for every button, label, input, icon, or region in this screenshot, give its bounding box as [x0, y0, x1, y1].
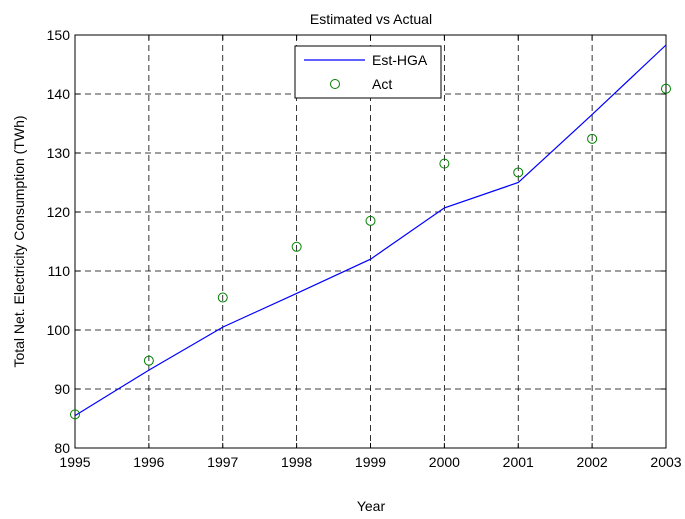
data-point-act	[217, 292, 228, 303]
x-tick-label: 1995	[59, 454, 90, 470]
chart-title: Estimated vs Actual	[310, 11, 432, 27]
y-tick-label: 110	[48, 263, 71, 279]
y-tick-label: 140	[47, 86, 71, 102]
legend-swatch-marker	[330, 79, 340, 89]
data-point-act	[365, 215, 376, 226]
x-axis-label: Year	[357, 498, 386, 514]
legend-label: Est-HGA	[372, 52, 428, 68]
y-axis-label: Total Net. Electricity Consumption (TWh)	[11, 115, 27, 367]
y-tick-label: 120	[47, 204, 71, 220]
y-tick-label: 150	[47, 27, 71, 43]
y-tick-label: 80	[54, 440, 70, 456]
x-tick-label: 2001	[503, 454, 534, 470]
x-tick-label: 2002	[577, 454, 608, 470]
data-point-act	[587, 133, 598, 144]
data-point-act	[439, 158, 450, 169]
x-tick-label: 2003	[650, 454, 681, 470]
legend-label: Act	[372, 76, 392, 92]
x-tick-label: 1997	[207, 454, 238, 470]
data-point-act	[143, 355, 154, 366]
y-tick-label: 100	[47, 322, 71, 338]
data-point-act	[661, 83, 671, 94]
series-layer	[70, 44, 671, 420]
y-tick-label: 90	[54, 381, 70, 397]
y-tick-label: 130	[47, 145, 71, 161]
data-point-act	[513, 167, 524, 178]
legend-box	[294, 45, 442, 99]
x-tick-label: 1999	[355, 454, 386, 470]
x-tick-label: 2000	[429, 454, 460, 470]
data-point-act	[291, 241, 302, 252]
axis-ticks: 1995 1996 1997 1998 1999 2000 2001 2002 2003 80 90…	[47, 27, 682, 470]
x-tick-label: 1996	[133, 454, 164, 470]
legend: Est-HGA Act	[294, 45, 442, 99]
series-line-est-hga	[74, 44, 667, 417]
data-point-act	[70, 409, 80, 420]
x-tick-label: 1998	[281, 454, 312, 470]
